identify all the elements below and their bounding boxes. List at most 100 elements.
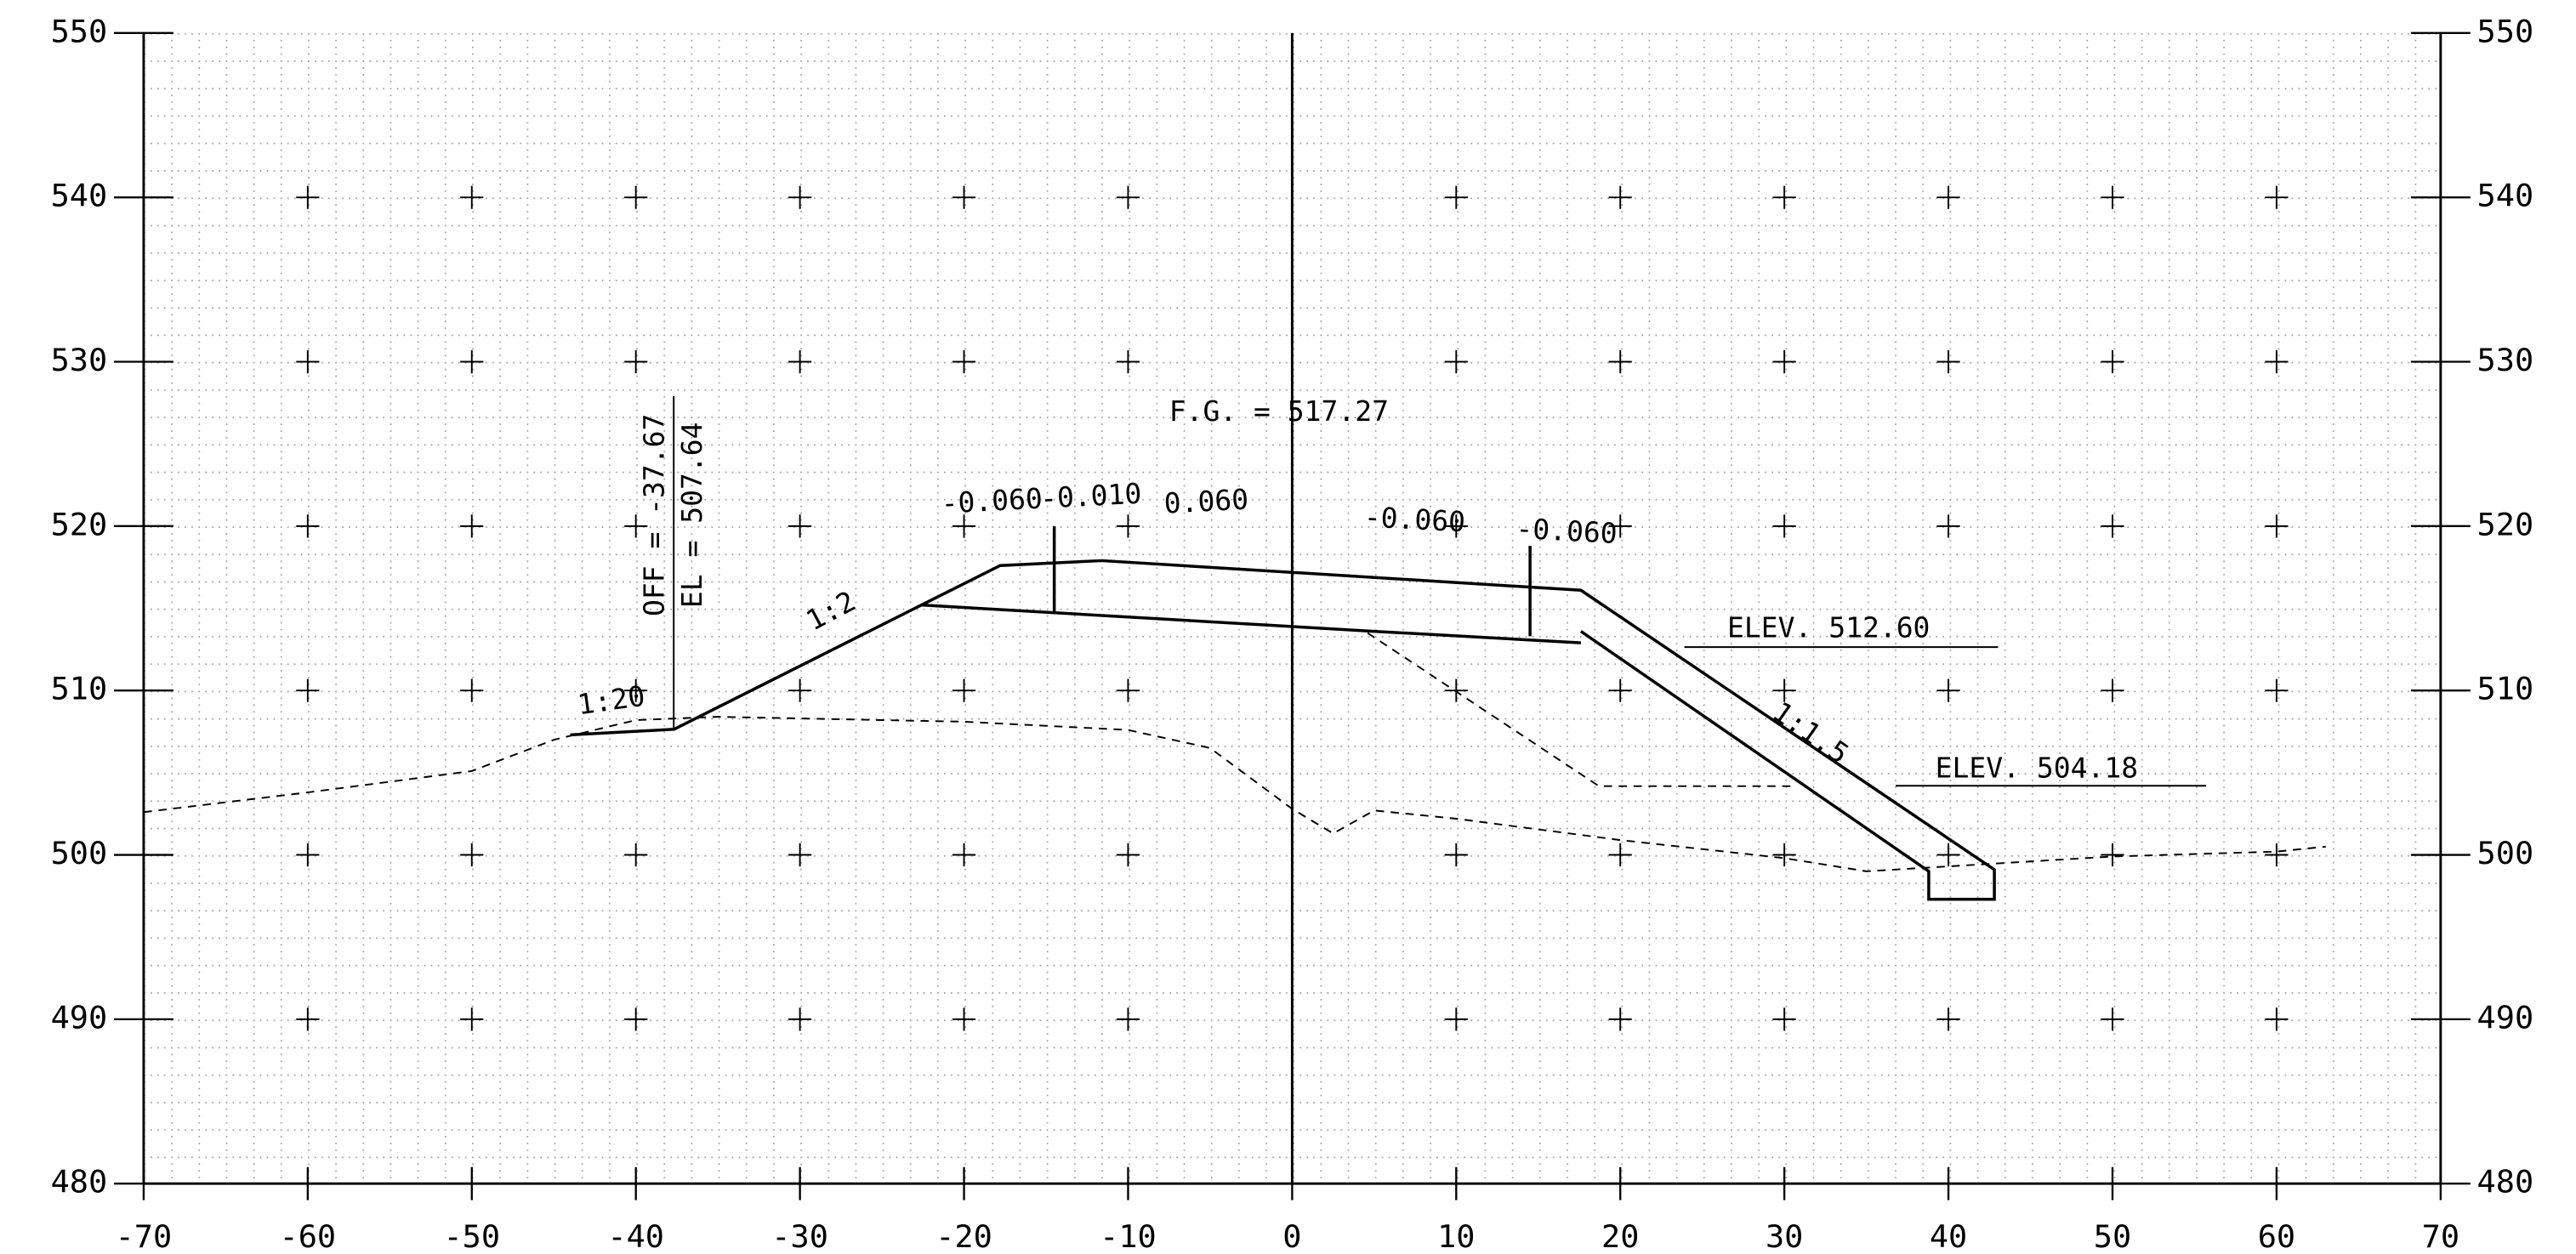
x-tick-label: -30 — [771, 1218, 828, 1254]
annotation: -0.060 — [941, 481, 1043, 519]
grid-cross — [1608, 1007, 1632, 1031]
grid-cross — [296, 349, 320, 374]
grid-cross — [2265, 843, 2289, 867]
grid-cross — [952, 349, 976, 374]
grid-cross — [460, 349, 484, 374]
grid-cross — [2265, 1007, 2289, 1031]
grid-cross — [1116, 185, 1140, 209]
grid-cross — [1936, 514, 1960, 538]
y-tick-label: 540 — [51, 178, 108, 214]
grid-cross — [1444, 349, 1468, 374]
grid-cross — [1444, 843, 1468, 867]
x-tick-label: 10 — [1437, 1218, 1475, 1254]
grid-cross — [1608, 349, 1632, 374]
grid-cross — [2265, 185, 2289, 209]
annotation: -0.010 — [1039, 477, 1142, 515]
annotation: -0.060 — [1363, 500, 1466, 538]
y-tick-label: 490 — [51, 999, 108, 1036]
x-tick-label: 60 — [2258, 1218, 2295, 1254]
y-tick-label-right: 540 — [2477, 178, 2534, 214]
grid-cross — [1116, 843, 1140, 867]
y-tick-label: 510 — [51, 671, 108, 707]
grid-cross — [1444, 185, 1468, 209]
grid-cross — [1772, 185, 1796, 209]
grid-cross — [952, 843, 976, 867]
grid-cross — [1116, 514, 1140, 538]
grid-cross — [2265, 678, 2289, 702]
grid-cross — [2101, 1007, 2124, 1031]
x-tick-label: 50 — [2094, 1218, 2131, 1254]
grid-cross — [2101, 678, 2124, 702]
y-tick-label: 520 — [51, 506, 108, 542]
grid-cross — [2101, 514, 2124, 538]
grid-cross — [1608, 185, 1632, 209]
grid-cross — [952, 1007, 976, 1031]
annotation: F.G. = 517.27 — [1169, 394, 1389, 428]
y-tick-label-right: 500 — [2477, 835, 2534, 871]
grid-cross — [1116, 678, 1140, 702]
section-line — [1052, 525, 1532, 637]
grid-cross — [296, 514, 320, 538]
grid-cross — [1936, 1007, 1960, 1031]
grid-cross — [460, 1007, 484, 1031]
grid-cross — [624, 349, 648, 374]
x-tick-label: 20 — [1601, 1218, 1639, 1254]
grid-cross — [1772, 349, 1796, 374]
grid-cross — [2101, 843, 2124, 867]
x-tick-label: 30 — [1766, 1218, 1803, 1254]
x-tick-label: 0 — [1282, 1218, 1301, 1254]
y-tick-label: 500 — [51, 835, 108, 871]
x-tick-label: -20 — [935, 1218, 992, 1254]
grid-cross — [2265, 514, 2289, 538]
grid-cross — [1772, 843, 1796, 867]
grid-cross — [624, 514, 648, 538]
grid-cross — [460, 185, 484, 209]
grid-cross — [788, 1007, 812, 1031]
y-tick-label-right: 510 — [2477, 671, 2534, 707]
grid-cross — [2265, 349, 2289, 374]
x-tick-label: -40 — [607, 1218, 664, 1254]
annotation: 0.060 — [1163, 482, 1249, 519]
y-tick-label-right: 520 — [2477, 506, 2534, 542]
grid-cross — [624, 843, 648, 867]
x-tick-label: -50 — [443, 1218, 500, 1254]
dashed-profile — [143, 716, 2326, 872]
y-tick-label-right: 530 — [2477, 342, 2534, 378]
dashed-profile — [1367, 632, 1793, 787]
grid-cross — [1444, 514, 1468, 538]
grid-cross — [1936, 185, 1960, 209]
annotation: ELEV. 504.18 — [1936, 751, 2138, 784]
grid-cross — [1444, 678, 1468, 702]
grid-cross — [624, 678, 648, 702]
grid-cross — [1772, 1007, 1796, 1031]
grid-cross — [1608, 678, 1632, 702]
x-tick-label: -10 — [1100, 1218, 1157, 1254]
section-line — [570, 559, 1996, 901]
grid-cross — [1608, 843, 1632, 867]
grid-cross — [2101, 349, 2124, 374]
annotation: EL = 507.64 — [675, 423, 708, 609]
grid-cross — [624, 1007, 648, 1031]
grid-cross — [1936, 843, 1960, 867]
grid-cross — [1772, 678, 1796, 702]
y-tick-label: 480 — [51, 1164, 108, 1200]
grid-cross — [952, 185, 976, 209]
grid-cross — [460, 843, 484, 867]
y-tick-label: 550 — [51, 13, 108, 49]
y-tick-label-right: 550 — [2477, 13, 2534, 49]
y-tick-label: 530 — [51, 342, 108, 378]
annotation: ELEV. 512.60 — [1727, 610, 1930, 644]
grid-cross — [1116, 349, 1140, 374]
grid-cross — [2101, 185, 2124, 209]
x-tick-label: 40 — [1930, 1218, 1967, 1254]
y-tick-label-right: 480 — [2477, 1164, 2534, 1200]
grid-cross — [460, 678, 484, 702]
annotation: -0.060 — [1515, 512, 1618, 550]
section-line — [921, 603, 1582, 644]
y-tick-label-right: 490 — [2477, 999, 2534, 1036]
grid-cross — [296, 185, 320, 209]
grid-cross — [788, 514, 812, 538]
